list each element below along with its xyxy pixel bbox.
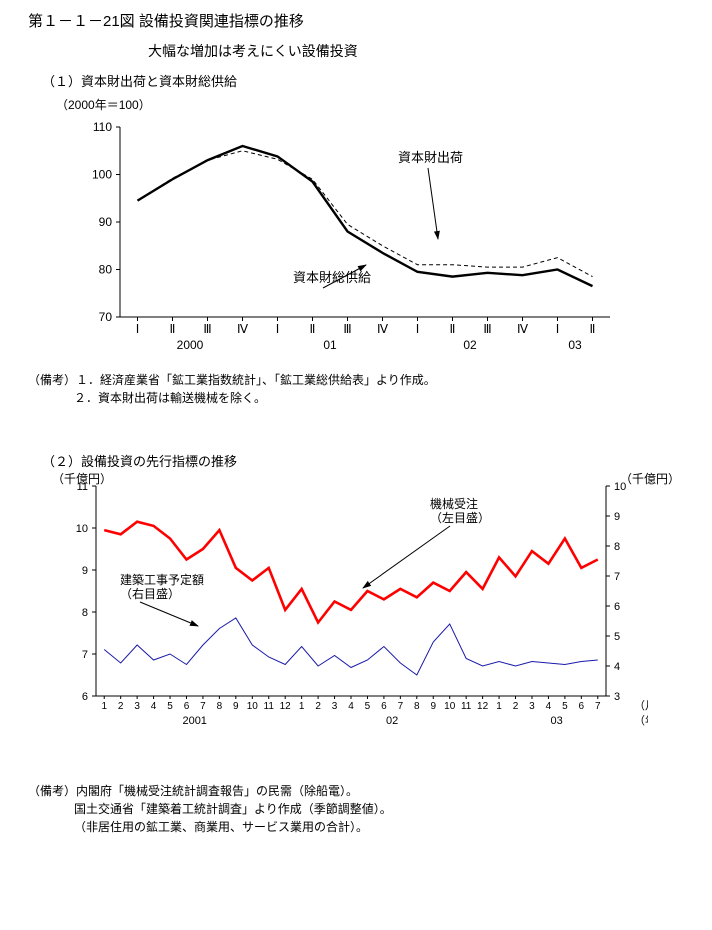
svg-text:8: 8 [217,701,223,712]
svg-text:Ⅰ: Ⅰ [416,322,420,336]
svg-text:7: 7 [200,701,206,712]
svg-text:7: 7 [595,701,601,712]
svg-text:3: 3 [529,701,535,712]
section1-note-1: （備考）１．経済産業省「鉱工業指数統計」、「鉱工業総供給表」より作成。 [28,371,684,389]
page-root: 第１－１－21図 設備投資関連指標の推移 大幅な増加は考えにくい設備投資 （１）… [0,0,712,930]
svg-text:2: 2 [513,701,519,712]
chart2-container: （千億円） （千億円） 6789101134567891012345678910… [48,476,684,772]
svg-text:（年）: （年） [634,713,648,727]
svg-text:100: 100 [92,168,112,182]
svg-text:（月）: （月） [634,699,648,712]
svg-text:2: 2 [118,701,124,712]
svg-text:10: 10 [76,523,88,535]
svg-text:01: 01 [323,338,337,352]
section1-axis-note: （2000年＝100） [56,96,684,113]
svg-text:9: 9 [614,511,620,523]
svg-text:12: 12 [477,701,489,712]
svg-text:03: 03 [568,338,582,352]
svg-text:建築工事予定額: 建築工事予定額 [120,572,204,587]
svg-text:1: 1 [299,701,305,712]
svg-text:03: 03 [551,715,563,727]
svg-text:7: 7 [614,571,620,583]
section2-note-3: （非居住用の鉱工業、商業用、サービス業用の合計）。 [74,818,684,836]
svg-text:4: 4 [614,661,620,673]
svg-text:Ⅳ: Ⅳ [517,322,528,336]
svg-text:90: 90 [99,215,113,229]
svg-text:7: 7 [398,701,404,712]
svg-text:11: 11 [264,701,275,712]
svg-text:1: 1 [101,701,107,712]
svg-text:6: 6 [82,691,88,703]
section2-note-1: （備考）内閣府「機械受注統計調査報告」の民需（除船電）。 [28,782,684,800]
svg-text:3: 3 [614,691,620,703]
svg-text:Ⅲ: Ⅲ [483,322,491,336]
svg-text:Ⅱ: Ⅱ [450,322,456,336]
chart2-ylabel-right: （千億円） [620,470,680,487]
svg-text:6: 6 [579,701,585,712]
svg-text:Ⅰ: Ⅰ [276,322,280,336]
svg-text:5: 5 [614,631,620,643]
svg-text:10: 10 [247,701,259,712]
svg-text:4: 4 [151,701,157,712]
svg-text:8: 8 [414,701,420,712]
section2-title: （２）設備投資の先行指標の推移 [42,451,684,470]
svg-text:Ⅲ: Ⅲ [203,322,211,336]
svg-text:9: 9 [233,701,239,712]
svg-text:6: 6 [614,601,620,613]
svg-text:10: 10 [444,701,456,712]
svg-text:2001: 2001 [182,715,206,727]
svg-text:12: 12 [280,701,292,712]
svg-text:6: 6 [381,701,387,712]
svg-text:2: 2 [315,701,321,712]
svg-text:Ⅰ: Ⅰ [136,322,140,336]
chart1-container: 708090100110ⅠⅡⅢⅣⅠⅡⅢⅣⅠⅡⅢⅣⅠⅡ2000010203資本財出… [68,117,684,357]
svg-text:3: 3 [134,701,140,712]
svg-text:4: 4 [546,701,552,712]
svg-text:5: 5 [562,701,568,712]
chart1-svg: 708090100110ⅠⅡⅢⅣⅠⅡⅢⅣⅠⅡⅢⅣⅠⅡ2000010203資本財出… [68,117,628,357]
section2-note-2: 国土交通省「建築着工統計調査」より作成（季節調整値）。 [74,800,684,818]
svg-text:70: 70 [99,310,113,324]
svg-text:9: 9 [82,565,88,577]
chart2-ylabel-left: （千億円） [52,470,112,487]
section1-notes: （備考）１．経済産業省「鉱工業指数統計」、「鉱工業総供給表」より作成。 ２．資本… [28,371,684,407]
svg-text:9: 9 [430,701,436,712]
svg-text:6: 6 [184,701,190,712]
svg-text:機械受注: 機械受注 [430,496,478,511]
svg-text:Ⅱ: Ⅱ [170,322,176,336]
svg-text:3: 3 [332,701,338,712]
svg-text:5: 5 [365,701,371,712]
svg-text:Ⅲ: Ⅲ [343,322,351,336]
section2-notes: （備考）内閣府「機械受注統計調査報告」の民需（除船電）。 国土交通省「建築着工統… [28,782,684,836]
svg-text:Ⅳ: Ⅳ [237,322,248,336]
section1-title: （１）資本財出荷と資本財総供給 [42,71,684,90]
svg-text:2000: 2000 [177,338,204,352]
svg-text:02: 02 [386,715,398,727]
svg-text:（左目盛）: （左目盛） [430,510,490,525]
svg-text:8: 8 [82,607,88,619]
svg-text:Ⅳ: Ⅳ [377,322,388,336]
chart2-svg: 6789101134567891012345678910111212345678… [48,476,648,772]
svg-text:8: 8 [614,541,620,553]
figure-title: 第１－１－21図 設備投資関連指標の推移 [28,10,684,31]
svg-text:Ⅱ: Ⅱ [310,322,316,336]
svg-text:11: 11 [461,701,472,712]
svg-text:Ⅰ: Ⅰ [556,322,560,336]
section1-note-2: ２．資本財出荷は輸送機械を除く。 [74,389,684,407]
figure-subtitle: 大幅な増加は考えにくい設備投資 [148,41,684,61]
svg-text:5: 5 [167,701,173,712]
svg-text:Ⅱ: Ⅱ [590,322,596,336]
svg-text:資本財出荷: 資本財出荷 [398,150,463,165]
svg-text:（右目盛）: （右目盛） [120,586,180,601]
svg-text:7: 7 [82,649,88,661]
svg-text:110: 110 [93,120,112,134]
svg-text:80: 80 [99,263,113,277]
svg-text:4: 4 [348,701,354,712]
svg-text:02: 02 [463,338,477,352]
svg-text:1: 1 [496,701,502,712]
